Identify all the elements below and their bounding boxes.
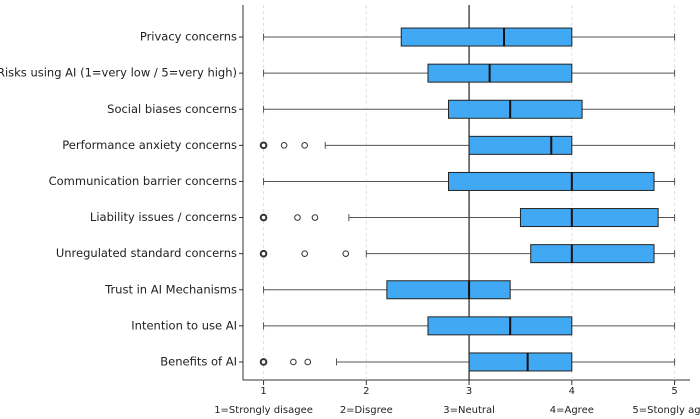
box: [530, 244, 655, 264]
y-tick-label: Communication barrier concerns: [49, 174, 237, 188]
outlier: [259, 249, 268, 258]
box: [468, 135, 573, 155]
x-tick-note: 2=Disgree: [340, 405, 393, 416]
box: [468, 352, 573, 372]
box: [427, 316, 573, 336]
x-tick-label: 1: [260, 386, 266, 397]
x-tick-note: 5=Stongly agree: [632, 405, 700, 416]
y-tick-label: Benefits of AI: [160, 354, 237, 368]
y-tick-label: Performance anxiety concerns: [62, 138, 237, 152]
y-tick-label: Liability issues / concerns: [90, 210, 237, 224]
outlier: [259, 141, 268, 150]
y-tick-label: Intention to use AI: [131, 318, 237, 332]
outlier: [304, 358, 312, 366]
outlier: [294, 214, 301, 221]
outlier: [259, 358, 268, 366]
outlier: [301, 250, 308, 257]
box: [400, 27, 573, 47]
y-tick-label: Trust in AI Mechanisms: [104, 282, 237, 296]
outlier: [342, 250, 350, 257]
y-tick-label: Unregulated standard concerns: [56, 246, 237, 260]
x-tick-note: 3=Neutral: [443, 405, 495, 416]
box: [386, 280, 511, 300]
x-tick-label: 5: [671, 386, 677, 397]
x-tick-note: 4=Agree: [550, 405, 594, 416]
x-tick-label: 2: [363, 386, 369, 397]
y-tick-label: Social biases concerns: [107, 102, 237, 116]
x-tick-label: 4: [569, 386, 575, 397]
x-tick-note: 1=Strongly disagee: [214, 405, 313, 416]
box: [448, 99, 583, 119]
outlier: [290, 358, 297, 366]
box: [448, 171, 655, 191]
box: [427, 63, 573, 83]
box: [519, 208, 659, 228]
x-tick-label: 3: [466, 386, 472, 397]
y-tick-label: Privacy concerns: [140, 30, 237, 44]
outlier: [311, 214, 319, 221]
y-tick-label: Risks using AI (1=very low / 5=very high…: [0, 66, 237, 80]
outlier: [280, 142, 288, 149]
outlier: [301, 142, 308, 149]
outlier: [259, 213, 268, 222]
